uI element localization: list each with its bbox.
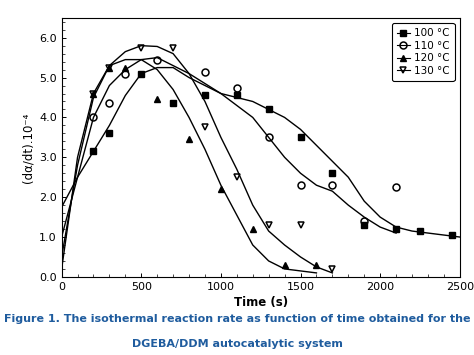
Y-axis label: (dα/dt).10⁻⁴: (dα/dt).10⁻⁴	[22, 112, 35, 182]
Legend: 100 °C, 110 °C, 120 °C, 130 °C: 100 °C, 110 °C, 120 °C, 130 °C	[392, 23, 455, 81]
X-axis label: Time (s): Time (s)	[234, 296, 288, 309]
Text: DGEBA/DDM autocatalytic system: DGEBA/DDM autocatalytic system	[132, 339, 342, 349]
Text: Figure 1. The isothermal reaction rate as function of time obtained for the: Figure 1. The isothermal reaction rate a…	[4, 315, 470, 324]
